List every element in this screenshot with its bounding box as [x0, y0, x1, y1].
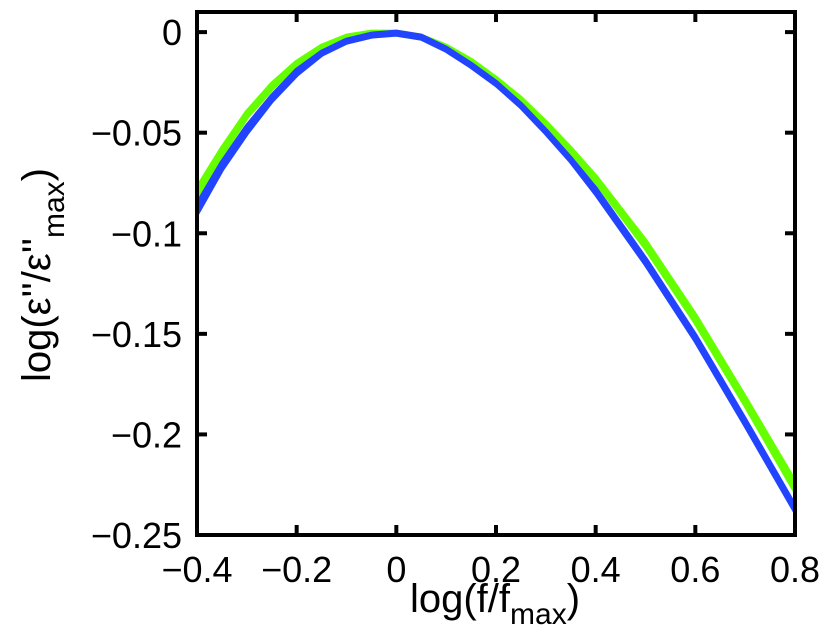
series-line-2 [194, 31, 798, 492]
series-line-3 [194, 29, 798, 509]
tick-label-layer: −0.4 −0.2 0 0.2 0.4 0.6 0.8 0 −0.05 −0.1 −0.15 −0.2… [91, 12, 820, 590]
y-axis-label: log(ε''/ε''max) [15, 168, 71, 382]
x-axis-label-close: ) [567, 577, 580, 621]
x-tick-label-4: 0.2 [471, 549, 521, 590]
x-tick-label-3: 0 [386, 549, 406, 590]
y-tick-label-1: 0 [162, 12, 182, 53]
tick-layer [195, 12, 797, 537]
x-tick-label-5: 0.4 [571, 549, 621, 590]
x-axis-label: log(f/fmax) [410, 577, 580, 631]
y-tick-label-2: −0.05 [91, 113, 182, 154]
x-tick-label-2: −0.2 [261, 549, 332, 590]
x-tick-label-7: 0.8 [770, 549, 820, 590]
y-tick-label-5: −0.2 [111, 414, 182, 455]
x-axis-label-subscript: max [510, 598, 567, 631]
y-tick-label-4: −0.15 [91, 314, 182, 355]
y-axis-label-close: ) [15, 168, 59, 181]
series-line-1 [194, 29, 798, 484]
x-tick-label-1: −0.4 [161, 549, 232, 590]
y-tick-label-3: −0.1 [111, 213, 182, 254]
x-tick-label-6: 0.6 [670, 549, 720, 590]
y-tick-label-6: −0.25 [91, 515, 182, 556]
y-axis-label-main: log(ε''/ε'' [15, 238, 59, 382]
series-layer [194, 29, 798, 513]
y-axis-label-subscript: max [38, 181, 71, 238]
plot-frame [195, 10, 797, 537]
series-line-4 [194, 31, 798, 513]
x-axis-label-main: log(f/f [410, 577, 511, 621]
